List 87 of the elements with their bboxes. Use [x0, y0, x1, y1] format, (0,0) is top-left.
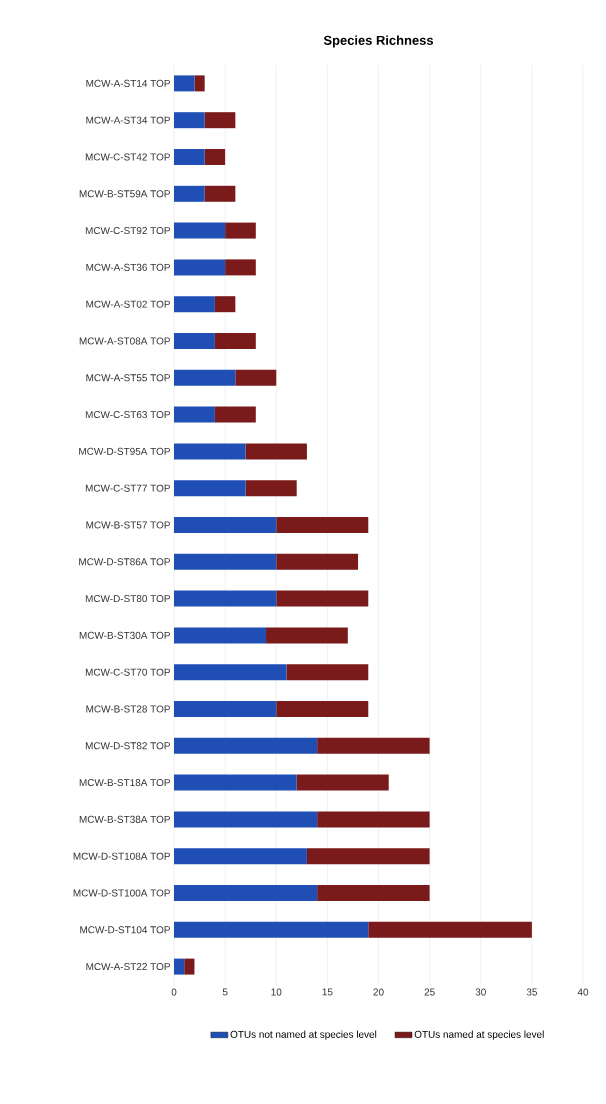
x-tick-label: 5 [222, 988, 228, 996]
bar [174, 627, 267, 644]
x-tick-label: 15 [322, 988, 333, 996]
bar [225, 259, 256, 276]
bar [174, 811, 318, 828]
bar [235, 369, 277, 386]
bar [174, 75, 195, 92]
y-tick-label: MCW-B-ST30A TOP [79, 631, 170, 639]
bar [296, 774, 389, 791]
bar [174, 296, 215, 313]
bar [276, 553, 359, 570]
y-tick-label: MCW-A-ST34 TOP [86, 116, 170, 124]
y-tick-label: MCW-B-ST18A TOP [79, 779, 170, 787]
y-tick-label: MCW-A-ST22 TOP [86, 963, 170, 971]
bar [174, 517, 277, 533]
y-tick-label: MCW-C-ST42 TOP [85, 153, 170, 161]
bar [174, 112, 205, 129]
x-tick-label: 10 [271, 988, 282, 996]
bar [174, 443, 246, 460]
bar [174, 148, 205, 165]
bar [174, 774, 297, 791]
bar [174, 553, 277, 570]
y-tick-label: MCW-C-ST77 TOP [85, 484, 170, 492]
bar [174, 406, 215, 423]
bar [174, 848, 307, 865]
bar [306, 848, 430, 865]
y-tick-label: MCW-D-ST95A TOP [79, 447, 170, 455]
bar [276, 590, 369, 607]
x-tick-label: 35 [526, 988, 537, 996]
bar [286, 664, 369, 681]
bar [194, 75, 205, 92]
bar [174, 958, 185, 975]
bar [245, 480, 297, 497]
y-tick-label: MCW-A-ST08A TOP [79, 337, 170, 345]
y-tick-label: MCW-D-ST100A TOP [73, 889, 170, 897]
y-tick-label: MCW-D-ST80 TOP [85, 595, 170, 603]
x-tick-label: 25 [424, 988, 435, 996]
bar [174, 921, 369, 938]
y-tick-label: MCW-C-ST92 TOP [85, 227, 170, 235]
bar [174, 185, 205, 202]
x-tick-label: 40 [577, 988, 589, 996]
legend-label: OTUs not named at species level [230, 1030, 377, 1040]
y-tick-label: MCW-D-ST104 TOP [80, 926, 170, 934]
bar [174, 332, 215, 349]
bar [266, 627, 348, 644]
bar [276, 701, 369, 717]
bar [174, 737, 318, 754]
bar [174, 369, 236, 386]
y-tick-label: MCW-A-ST14 TOP [86, 79, 170, 87]
bar [317, 737, 430, 754]
y-tick-label: MCW-D-ST86A TOP [79, 558, 170, 566]
y-tick-label: MCW-B-ST57 TOP [86, 521, 170, 529]
bar [174, 664, 287, 681]
bar [368, 921, 532, 938]
bar [174, 590, 277, 607]
x-tick-label: 30 [475, 988, 486, 996]
bar [276, 517, 369, 533]
bar [214, 406, 256, 423]
bar [174, 701, 277, 717]
y-tick-label: MCW-D-ST108A TOP [73, 852, 170, 860]
x-tick-label: 20 [373, 988, 384, 996]
legend-label: OTUs named at species level [414, 1030, 544, 1040]
y-tick-label: MCW-B-ST59A TOP [79, 190, 170, 198]
y-tick-label: MCW-D-ST82 TOP [85, 742, 170, 750]
chart-title: Species Richness [323, 35, 434, 48]
y-tick-label: MCW-B-ST38A TOP [79, 815, 170, 823]
bar [174, 885, 318, 901]
y-tick-label: MCW-B-ST28 TOP [86, 705, 170, 713]
bar [174, 480, 246, 497]
bar [174, 222, 226, 239]
bar [204, 148, 226, 165]
y-tick-label: MCW-A-ST02 TOP [86, 300, 170, 308]
y-tick-label: MCW-C-ST70 TOP [85, 668, 170, 676]
bar [174, 259, 226, 276]
bar [184, 958, 195, 975]
bar [225, 222, 256, 239]
bar [317, 885, 430, 901]
bar [214, 332, 256, 349]
y-tick-label: MCW-A-ST55 TOP [86, 374, 170, 382]
y-tick-label: MCW-A-ST36 TOP [86, 263, 170, 271]
bar [204, 185, 236, 202]
bar [245, 443, 307, 460]
y-tick-label: MCW-C-ST63 TOP [85, 411, 170, 419]
bar [204, 112, 236, 129]
bar [214, 296, 236, 313]
x-tick-label: 0 [171, 988, 177, 996]
bar [317, 811, 430, 828]
